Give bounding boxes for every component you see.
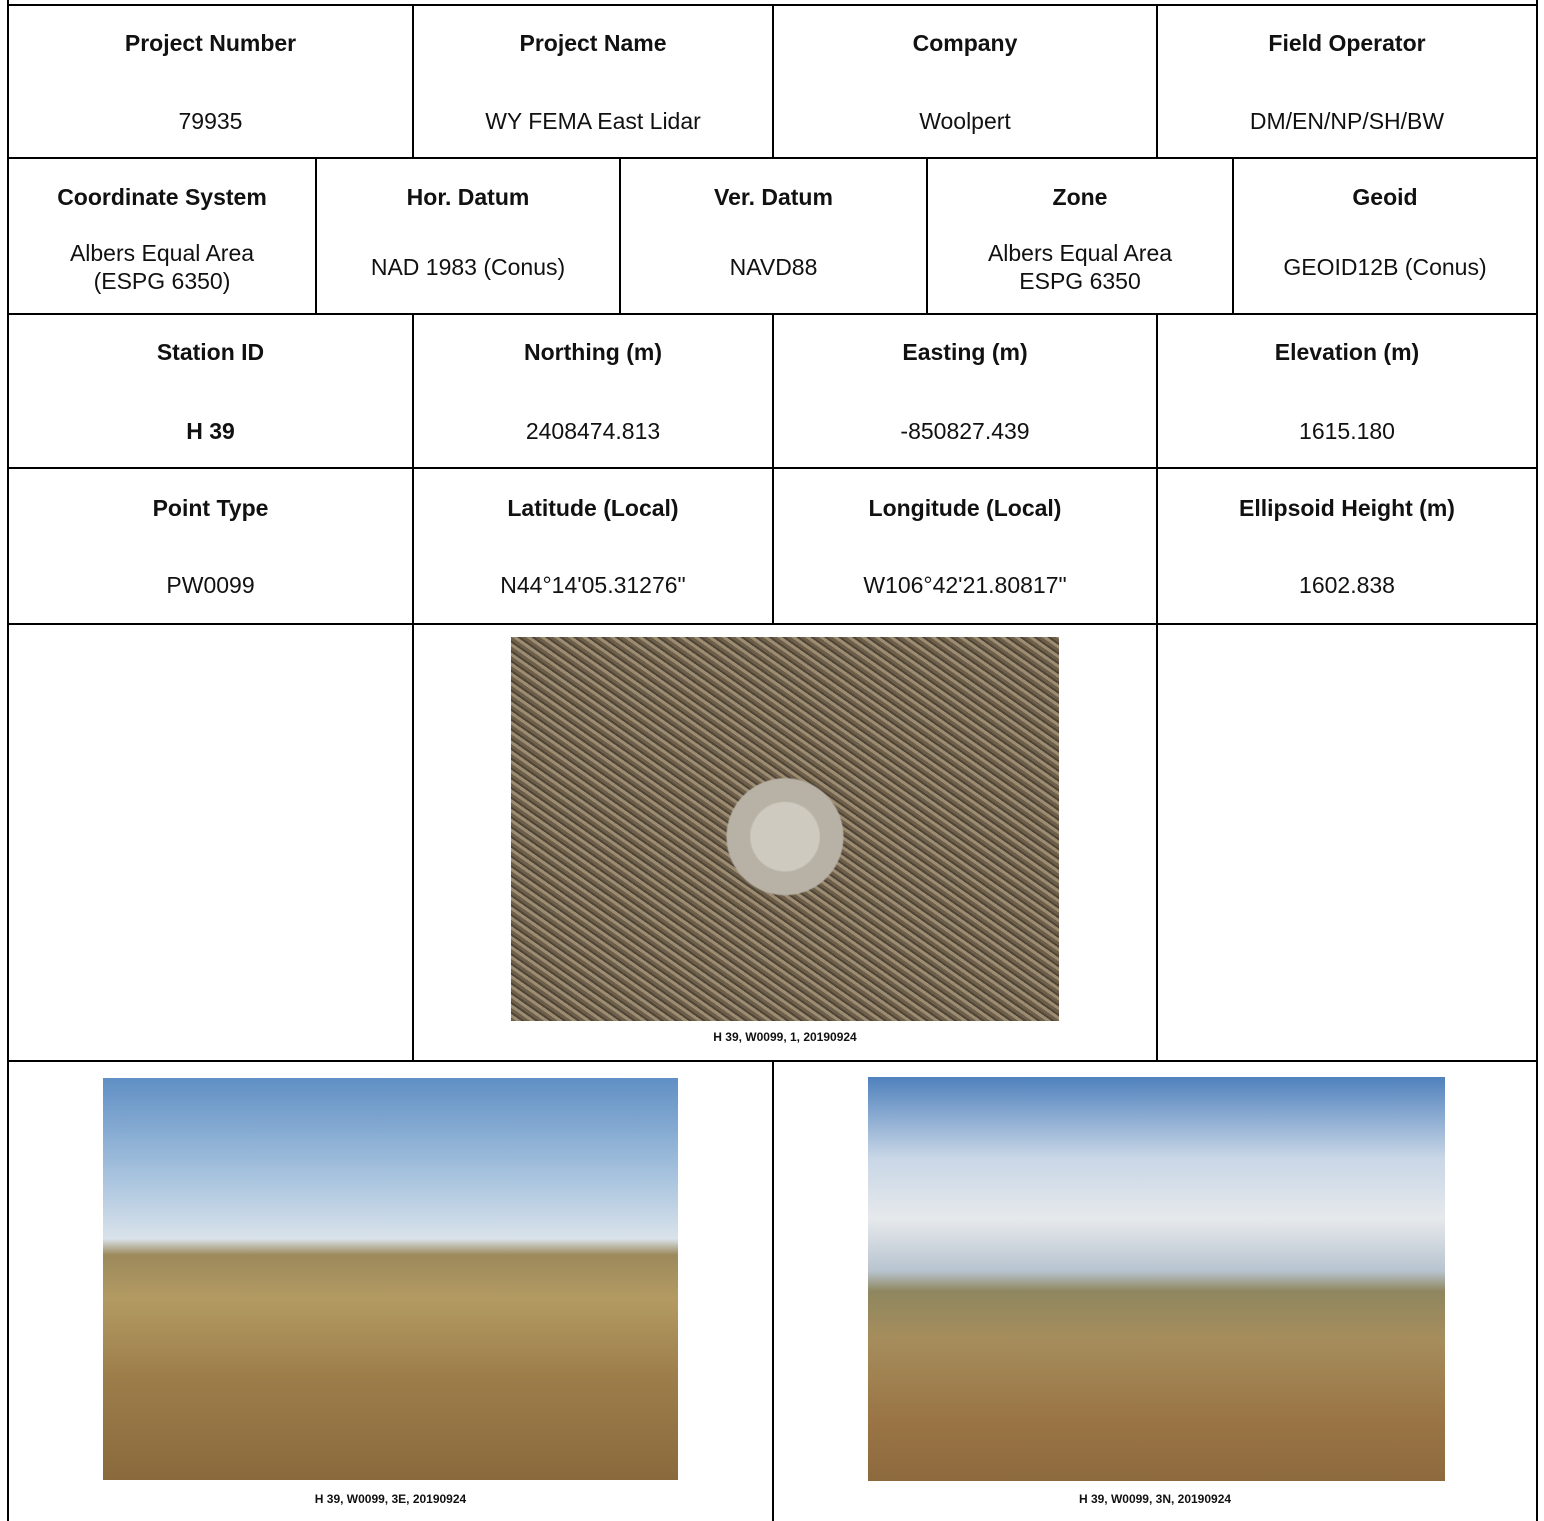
cell-border <box>1156 468 1158 624</box>
field-header: Zone <box>1052 184 1108 211</box>
field-value: Woolpert <box>919 108 1011 135</box>
field-value: NAD 1983 (Conus) <box>370 254 566 281</box>
photo <box>103 1078 678 1480</box>
field-header: Geoid <box>1352 184 1418 211</box>
row-border <box>8 313 1538 315</box>
field-value: 1615.180 <box>1299 418 1395 445</box>
field-value: Albers Equal Area (ESPG 6350) <box>69 240 255 294</box>
field-value: GEOID12B (Conus) <box>1283 254 1487 281</box>
cell-border <box>315 158 317 314</box>
cell-border <box>1156 624 1158 1061</box>
field-value: NAVD88 <box>729 254 818 281</box>
cell-border <box>619 158 621 314</box>
cell-border <box>1156 314 1158 468</box>
field-header: Ver. Datum <box>714 184 833 211</box>
field-header: Easting (m) <box>902 339 1028 366</box>
cell-border <box>772 314 774 468</box>
row-border <box>8 157 1538 159</box>
row-border <box>8 623 1538 625</box>
field-header: Ellipsoid Height (m) <box>1239 495 1455 522</box>
field-value: H 39 <box>186 418 235 445</box>
field-value: N44°14'05.31276" <box>500 572 686 599</box>
photo <box>511 637 1059 1021</box>
cell-border <box>772 468 774 624</box>
field-value: DM/EN/NP/SH/BW <box>1249 108 1445 135</box>
cell-border <box>926 158 928 314</box>
field-header: Elevation (m) <box>1274 339 1420 366</box>
field-value: 2408474.813 <box>525 418 661 445</box>
field-value: Albers Equal Area ESPG 6350 <box>987 240 1173 294</box>
field-value: 79935 <box>178 108 243 135</box>
field-value: -850827.439 <box>900 418 1030 445</box>
outer-border <box>7 0 9 1521</box>
field-header: Project Name <box>519 30 667 57</box>
photo-caption: H 39, W0099, 3E, 20190924 <box>314 1492 467 1506</box>
field-header: Company <box>912 30 1018 57</box>
cell-border <box>412 468 414 624</box>
field-header: Field Operator <box>1268 30 1426 57</box>
field-header: Northing (m) <box>524 339 662 366</box>
field-value: PW0099 <box>166 572 255 599</box>
cell-border <box>772 5 774 158</box>
cell-border <box>1156 5 1158 158</box>
cell-border <box>412 5 414 158</box>
field-value: WY FEMA East Lidar <box>485 108 701 135</box>
field-value: W106°42'21.80817" <box>863 572 1067 599</box>
field-header: Project Number <box>124 30 297 57</box>
field-header: Hor. Datum <box>406 184 530 211</box>
row-border <box>8 467 1538 469</box>
field-header: Point Type <box>152 495 269 522</box>
photo-caption: H 39, W0099, 1, 20190924 <box>713 1030 857 1044</box>
field-header: Station ID <box>156 339 265 366</box>
row-border <box>8 4 1538 6</box>
field-header: Latitude (Local) <box>507 495 679 522</box>
cell-border <box>412 624 414 1061</box>
cell-border <box>1232 158 1234 314</box>
photo-caption: H 39, W0099, 3N, 20190924 <box>1078 1492 1232 1506</box>
photo <box>868 1077 1445 1481</box>
outer-border <box>1536 0 1538 1521</box>
cell-border <box>772 1061 774 1521</box>
field-header: Longitude (Local) <box>868 495 1062 522</box>
cell-border <box>412 314 414 468</box>
field-header: Coordinate System <box>57 184 267 211</box>
field-value: 1602.838 <box>1299 572 1395 599</box>
